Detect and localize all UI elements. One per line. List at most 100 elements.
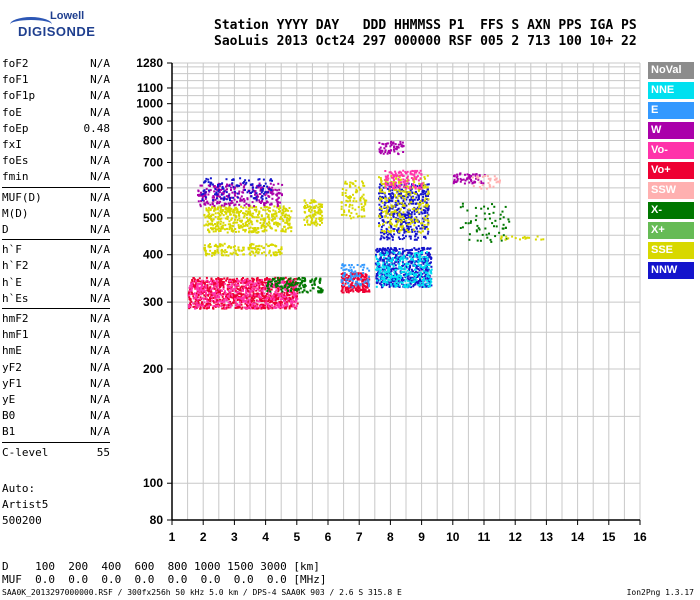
echo-point xyxy=(395,220,398,223)
echo-point xyxy=(237,212,240,215)
echo-point xyxy=(245,220,248,223)
echo-point xyxy=(423,259,426,262)
echo-point xyxy=(319,289,322,292)
echo-point xyxy=(415,227,418,230)
echo-point xyxy=(470,179,472,181)
echo-point xyxy=(217,185,219,188)
echo-point xyxy=(254,295,257,298)
echo-point xyxy=(420,222,422,225)
echo-point xyxy=(378,275,381,278)
echo-point xyxy=(380,178,382,181)
echo-point xyxy=(255,250,258,252)
echo-point xyxy=(213,280,216,283)
echo-point xyxy=(394,177,397,180)
x-tick-label: 10 xyxy=(446,530,460,544)
echo-point xyxy=(251,250,254,253)
echo-point xyxy=(397,267,400,270)
echo-point xyxy=(399,257,401,260)
echo-point xyxy=(425,259,428,262)
echo-point xyxy=(344,180,347,183)
echo-point xyxy=(392,187,394,190)
echo-point xyxy=(377,271,379,274)
echo-point xyxy=(401,271,404,273)
echo-point xyxy=(405,230,408,233)
echo-point xyxy=(507,218,510,221)
echo-point xyxy=(419,264,421,267)
echo-point xyxy=(426,193,429,196)
echo-point xyxy=(376,263,379,266)
echo-point xyxy=(230,302,233,305)
echo-point xyxy=(235,230,237,233)
echo-point xyxy=(378,197,380,200)
echo-point xyxy=(265,229,268,232)
echo-point xyxy=(424,186,427,189)
parameter-row: B0 N/A xyxy=(2,408,110,424)
echo-point xyxy=(270,285,273,288)
echo-point xyxy=(498,181,501,184)
echo-point xyxy=(217,190,220,193)
echo-point xyxy=(357,286,360,288)
echo-point xyxy=(402,234,404,237)
echo-point xyxy=(340,201,343,204)
echo-point xyxy=(266,277,268,279)
echo-point xyxy=(206,289,209,292)
echo-point xyxy=(386,176,389,178)
echo-point xyxy=(280,277,282,280)
echo-point xyxy=(421,230,424,233)
echo-point xyxy=(255,277,258,280)
echo-point xyxy=(233,296,235,298)
echo-point xyxy=(258,300,260,303)
echo-point xyxy=(379,252,382,255)
parameter-name: h`Es xyxy=(2,291,29,305)
echo-point xyxy=(356,278,359,281)
echo-point xyxy=(348,205,351,208)
echo-point xyxy=(403,270,405,273)
echo-point xyxy=(276,198,279,201)
echo-point xyxy=(204,305,207,308)
echo-point xyxy=(230,227,233,230)
echo-point xyxy=(361,206,363,209)
echo-point xyxy=(412,221,415,223)
echo-point xyxy=(348,285,350,288)
echo-point xyxy=(250,290,253,292)
echo-point xyxy=(271,186,274,189)
echo-point xyxy=(362,182,365,185)
echo-point xyxy=(242,282,245,285)
echo-point xyxy=(412,183,414,186)
echo-point xyxy=(270,254,272,257)
echo-point xyxy=(387,151,390,154)
echo-point xyxy=(297,277,300,280)
echo-point xyxy=(376,262,379,265)
echo-point xyxy=(390,226,393,229)
echo-point xyxy=(424,261,427,264)
echo-point xyxy=(395,148,398,151)
echo-point xyxy=(391,207,394,210)
echo-point xyxy=(469,176,472,179)
echo-point xyxy=(210,182,213,185)
echo-point xyxy=(476,239,479,242)
echo-point xyxy=(355,190,358,193)
echo-point xyxy=(399,184,402,187)
echo-point xyxy=(280,281,282,284)
echo-point xyxy=(421,286,424,288)
echo-point xyxy=(379,177,382,179)
echo-point xyxy=(398,192,401,195)
echo-point xyxy=(384,170,387,172)
echo-point xyxy=(364,201,367,204)
echo-point xyxy=(249,212,252,215)
echo-point xyxy=(413,207,416,210)
header-values: SaoLuis 2013 Oct24 297 000000 RSF 005 2 … xyxy=(214,34,637,49)
echo-point xyxy=(386,265,389,268)
echo-point xyxy=(227,298,230,301)
echo-point xyxy=(295,277,298,280)
echo-point xyxy=(221,254,223,257)
echo-point xyxy=(249,287,252,289)
echo-point xyxy=(252,279,255,282)
echo-point xyxy=(403,204,406,207)
echo-point xyxy=(423,257,426,260)
echo-point xyxy=(386,233,389,236)
echo-point xyxy=(261,230,264,233)
echo-point xyxy=(500,236,503,239)
echo-point xyxy=(430,261,432,264)
echo-point xyxy=(240,195,243,198)
